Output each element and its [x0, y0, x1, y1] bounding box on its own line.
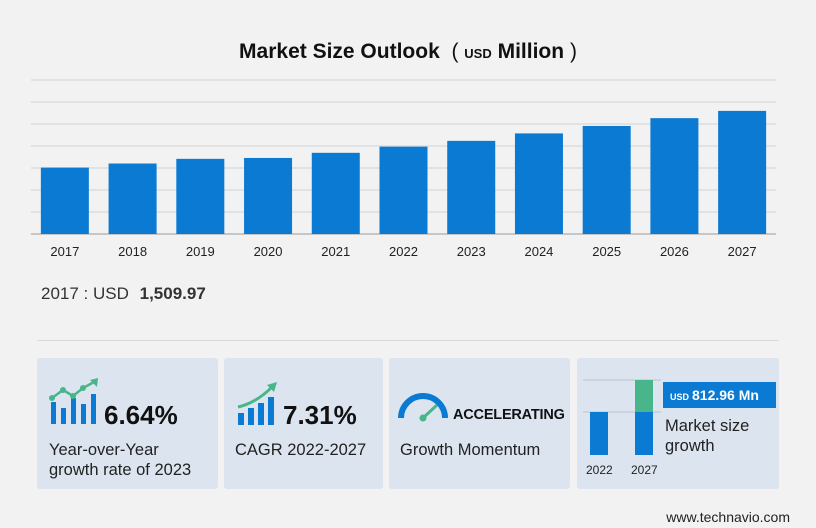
mini-bar-2027 — [635, 412, 653, 455]
bar-2020 — [244, 157, 293, 234]
cagr-caption: CAGR 2022-2027 — [235, 441, 367, 459]
yoy-caption-2: growth rate of 2023 — [49, 461, 192, 479]
increment-mini-chart — [583, 379, 661, 455]
x-tick-label-2023: 2023 — [457, 244, 486, 259]
mini-year-start: 2022 — [586, 463, 613, 477]
increment-caption-1: Market size — [665, 417, 750, 435]
x-tick-label-2025: 2025 — [592, 244, 621, 259]
momentum-card — [389, 358, 570, 489]
momentum-value: ACCELERATING — [453, 407, 565, 423]
baseline-number: 1,509.97 — [139, 284, 206, 303]
bar-2022 — [379, 146, 428, 234]
yoy-value: 6.64% — [104, 400, 178, 430]
title-paren-open: ( — [451, 40, 459, 63]
baseline-label: 2017 : USD — [41, 284, 129, 303]
mini-bar-2022 — [590, 412, 608, 455]
yoy-card — [37, 358, 218, 489]
momentum-caption: Growth Momentum — [400, 441, 541, 459]
chart-title: Market Size Outlook ( USD Million ) — [0, 40, 816, 64]
increment-badge: USD 812.96 Mn — [663, 382, 776, 408]
source-site[interactable]: www.technavio.com — [666, 509, 790, 525]
mini-year-end: 2027 — [631, 463, 658, 477]
x-tick-label-2024: 2024 — [524, 244, 553, 259]
baseline-value: 2017 : USD 1,509.97 — [41, 284, 206, 304]
bar-2019 — [176, 158, 225, 234]
growth-chart-icon — [49, 378, 98, 424]
bar-2027 — [718, 110, 767, 234]
trend-up-icon — [237, 382, 277, 425]
bar-chart: 2017 2018 2019 2020 2021 2022 2023 2024 2025 2026… — [31, 79, 776, 259]
bar-2023 — [447, 140, 496, 234]
x-tick-label-2018: 2018 — [118, 244, 147, 259]
bar-2024 — [514, 133, 563, 234]
increment-value: 812.96 Mn — [692, 387, 759, 403]
cagr-value: 7.31% — [283, 400, 357, 430]
bar-2025 — [582, 125, 631, 234]
bar-2026 — [650, 118, 699, 234]
title-unit: USD — [464, 46, 492, 61]
title-scale: Million — [497, 40, 565, 63]
x-tick-label-2022: 2022 — [389, 244, 418, 259]
x-tick-label-2027: 2027 — [728, 244, 757, 259]
x-tick-label-2017: 2017 — [50, 244, 79, 259]
x-tick-label-2021: 2021 — [321, 244, 350, 259]
section-divider — [37, 340, 779, 341]
bar-2021 — [311, 152, 360, 234]
bar-2017 — [40, 167, 89, 234]
title-paren-close: ) — [569, 40, 577, 63]
x-tick-label-2019: 2019 — [186, 244, 215, 259]
title-main: Market Size Outlook — [239, 40, 440, 63]
bar-2018 — [108, 163, 157, 234]
increment-unit: USD — [670, 392, 690, 402]
increment-caption-2: growth — [665, 437, 715, 455]
mini-bar-growth — [635, 380, 653, 412]
speedometer-icon — [398, 393, 448, 422]
x-tick-label-2026: 2026 — [660, 244, 689, 259]
yoy-caption-1: Year-over-Year — [49, 441, 159, 459]
x-tick-label-2020: 2020 — [254, 244, 283, 259]
